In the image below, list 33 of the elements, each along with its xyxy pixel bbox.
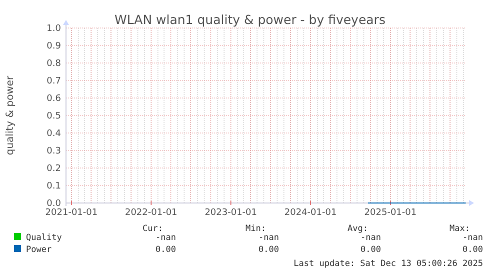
y-tick-label: 0.0 (46, 199, 62, 209)
x-tick-label: 2024-01-01 (284, 208, 337, 218)
x-tick-label: 2021-01-01 (45, 208, 98, 218)
y-tick-label: 0.2 (46, 164, 61, 174)
x-tick-label: 2025-01-01 (364, 208, 417, 218)
text: -nan (462, 233, 483, 243)
y-tick-label: 0.7 (46, 76, 61, 86)
text: Avg: (348, 224, 368, 234)
text: Max: (450, 224, 470, 234)
y-tick-label: 0.1 (46, 182, 61, 192)
legend-label: Power (26, 245, 52, 255)
y-tick-label: 0.8 (46, 59, 62, 69)
y-tick-label: 0.3 (46, 146, 61, 156)
y-tick-label: 0.5 (46, 112, 61, 122)
text: 0.00 (360, 245, 381, 255)
text: -nan (258, 233, 279, 243)
text: -nan (360, 233, 381, 243)
text: Cur: (142, 224, 163, 234)
text: Min: (246, 224, 266, 234)
text: 0.00 (258, 245, 279, 255)
y-tick-label: 0.6 (46, 94, 62, 104)
text: Last update: Sat Dec 13 05:00:26 2025 (294, 259, 483, 269)
x-tick-label: 2022-01-01 (124, 208, 178, 218)
y-tick-label: 1.0 (46, 24, 62, 34)
text: 0.00 (462, 245, 483, 255)
y-axis-title: quality & power (5, 74, 16, 156)
y-tick-label: 0.4 (46, 129, 62, 139)
chart-title: WLAN wlan1 quality & power - by fiveyears (114, 12, 386, 27)
text: 0.00 (156, 245, 176, 255)
y-tick-label: 0.9 (46, 42, 62, 52)
text: -nan (156, 233, 176, 243)
legend-label: Quality (26, 233, 62, 243)
x-tick-label: 2023-01-01 (204, 208, 258, 218)
